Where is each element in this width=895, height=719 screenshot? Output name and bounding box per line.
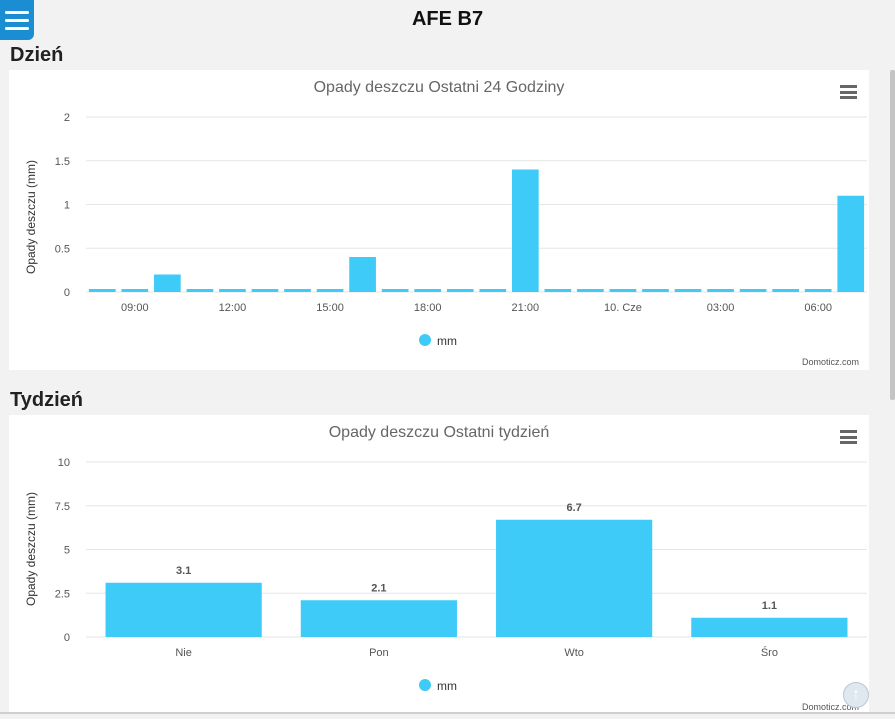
x-tick-label: 09:00 <box>121 302 149 314</box>
menu-bar-icon <box>5 10 29 14</box>
bar[interactable] <box>804 289 832 292</box>
chart-card-week: 3.1 2.1 6.7 1.1 0 2.5 5 7.5 10 Nie Pon Wto Śro Opa… <box>9 415 869 714</box>
chart-context-menu-icon[interactable] <box>840 430 857 444</box>
bar[interactable] <box>446 289 474 292</box>
y-tick-labels: 0 2.5 5 7.5 10 <box>55 457 70 644</box>
y-tick-label: 1.5 <box>55 156 70 168</box>
x-tick-labels: 09:00 12:00 15:00 18:00 21:00 10. Cze 03:00 06:… <box>121 302 832 314</box>
x-tick-label: 06:00 <box>804 302 832 314</box>
legend-label[interactable]: mm <box>437 334 457 348</box>
chart-card-day: 0 0.5 1 1.5 2 09:00 12:00 15:00 18:00 21:00 10. C… <box>9 70 869 370</box>
chart-day: 0 0.5 1 1.5 2 09:00 12:00 15:00 18:00 21:00 10. C… <box>24 79 867 367</box>
y-axis-label: Opady deszczu (mm) <box>24 492 38 606</box>
y-tick-label: 10 <box>58 457 70 469</box>
x-tick-label: 10. Cze <box>604 302 642 314</box>
bar[interactable] <box>496 519 653 637</box>
y-tick-label: 5 <box>64 545 70 557</box>
section-title-week: Tydzień <box>10 389 83 411</box>
menu-bar-icon <box>5 26 29 30</box>
chart-week: 3.1 2.1 6.7 1.1 0 2.5 5 7.5 10 Nie Pon Wto Śro Opa… <box>24 424 867 712</box>
legend-marker[interactable] <box>419 334 431 346</box>
bar[interactable] <box>577 289 604 292</box>
gridlines <box>86 116 867 293</box>
x-tick-label: 21:00 <box>512 302 540 314</box>
legend-marker[interactable] <box>419 679 431 691</box>
y-tick-label: 0 <box>64 632 70 644</box>
y-axis-label: Opady deszczu (mm) <box>24 160 38 274</box>
scrollbar[interactable] <box>890 70 895 400</box>
hamburger-menu-button[interactable] <box>0 0 34 40</box>
x-tick-label: Nie <box>175 647 192 659</box>
bar[interactable] <box>772 289 799 292</box>
y-tick-labels: 0 0.5 1 1.5 2 <box>55 112 70 299</box>
chart-title: Opady deszczu Ostatni 24 Godziny <box>314 79 565 96</box>
x-tick-label: 15:00 <box>316 302 344 314</box>
x-tick-label: 03:00 <box>707 302 735 314</box>
bar[interactable] <box>739 289 767 292</box>
x-tick-label: Wto <box>564 647 584 659</box>
y-tick-label: 0 <box>64 287 70 299</box>
data-label: 1.1 <box>762 600 777 612</box>
bar[interactable] <box>349 257 376 292</box>
chart-context-menu-icon[interactable] <box>840 85 857 99</box>
section-title-day: Dzień <box>10 44 64 66</box>
bar[interactable] <box>219 289 246 292</box>
y-tick-label: 7.5 <box>55 501 70 513</box>
bar[interactable] <box>707 289 734 292</box>
x-tick-label: 18:00 <box>414 302 442 314</box>
bar[interactable] <box>105 582 262 637</box>
app-title: AFE B7 <box>411 8 484 30</box>
bar[interactable] <box>121 289 149 292</box>
bar[interactable] <box>642 289 669 292</box>
bars: 3.1 2.1 6.7 1.1 <box>105 502 848 637</box>
bar[interactable] <box>186 289 214 292</box>
bar[interactable] <box>674 289 702 292</box>
arrow-up-icon: ↑ <box>852 686 860 703</box>
bottom-divider <box>0 712 895 714</box>
x-tick-label: Pon <box>369 647 389 659</box>
bar[interactable] <box>154 274 181 293</box>
x-tick-label: 12:00 <box>219 302 247 314</box>
y-tick-label: 1 <box>64 200 70 212</box>
legend-label[interactable]: mm <box>437 679 457 693</box>
data-label: 2.1 <box>371 582 386 594</box>
bar[interactable] <box>316 289 344 292</box>
data-label: 6.7 <box>566 502 581 514</box>
bar[interactable] <box>381 289 409 292</box>
bar[interactable] <box>479 289 507 292</box>
bar[interactable] <box>837 195 865 292</box>
bar[interactable] <box>544 289 572 292</box>
credits-link[interactable]: Domoticz.com <box>802 702 859 712</box>
scroll-to-top-button[interactable]: ↑ <box>843 682 869 708</box>
bar[interactable] <box>609 289 637 292</box>
bars <box>88 169 865 293</box>
credits-link[interactable]: Domoticz.com <box>802 357 859 367</box>
y-tick-label: 2 <box>64 112 70 124</box>
chart-title: Opady deszczu Ostatni tydzień <box>329 424 550 441</box>
x-tick-label: Śro <box>761 646 778 659</box>
bar[interactable] <box>88 289 116 292</box>
bar[interactable] <box>511 169 539 293</box>
bar[interactable] <box>284 289 311 292</box>
bar[interactable] <box>251 289 279 292</box>
menu-bar-icon <box>5 18 29 22</box>
x-tick-labels: Nie Pon Wto Śro <box>175 646 778 659</box>
bar[interactable] <box>691 617 848 637</box>
data-label: 3.1 <box>176 565 191 577</box>
y-tick-label: 0.5 <box>55 243 70 255</box>
y-tick-label: 2.5 <box>55 588 70 600</box>
bar[interactable] <box>414 289 442 292</box>
bar[interactable] <box>300 600 457 637</box>
